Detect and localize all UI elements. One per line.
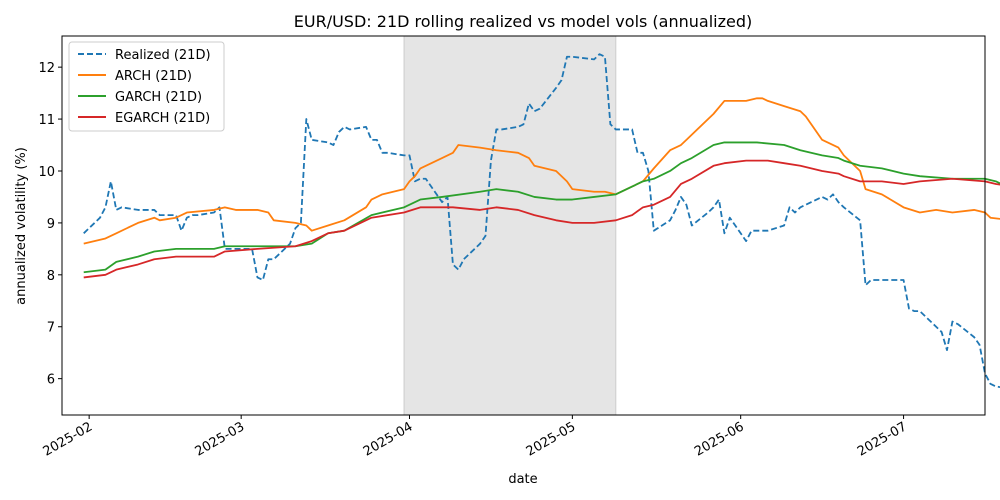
y-axis: 6 7 8 9 10 11 12 <box>38 61 62 388</box>
series-line-egarch <box>83 159 1000 279</box>
chart-title: EUR/USD: 21D rolling realized vs model v… <box>294 12 752 31</box>
y-tick-label: 7 <box>47 321 55 336</box>
y-axis-label: annualized volatility (%) <box>14 147 29 305</box>
y-tick-label: 10 <box>38 165 55 180</box>
legend-entry-label: ARCH (21D) <box>115 69 192 84</box>
y-tick-label: 9 <box>47 217 55 232</box>
plot-frame <box>61 35 986 416</box>
shaded-region <box>403 35 617 416</box>
legend-entry-label: GARCH (21D) <box>115 90 202 105</box>
plot-area <box>61 35 1000 416</box>
y-tick-label: 6 <box>47 373 55 388</box>
legend-box <box>68 41 225 132</box>
y-tick-label: 12 <box>38 61 55 76</box>
legend: Realized (21D) ARCH (21D) GARCH (21D) EGARC… <box>68 41 225 132</box>
x-axis-label: date <box>508 472 537 487</box>
y-tick-label: 11 <box>38 113 55 128</box>
series-layer <box>83 53 1000 389</box>
legend-entry-label: EGARCH (21D) <box>115 111 210 126</box>
y-tick-label: 8 <box>47 269 55 284</box>
legend-entry-label: Realized (21D) <box>115 48 211 63</box>
series-line-realized <box>83 53 1000 389</box>
